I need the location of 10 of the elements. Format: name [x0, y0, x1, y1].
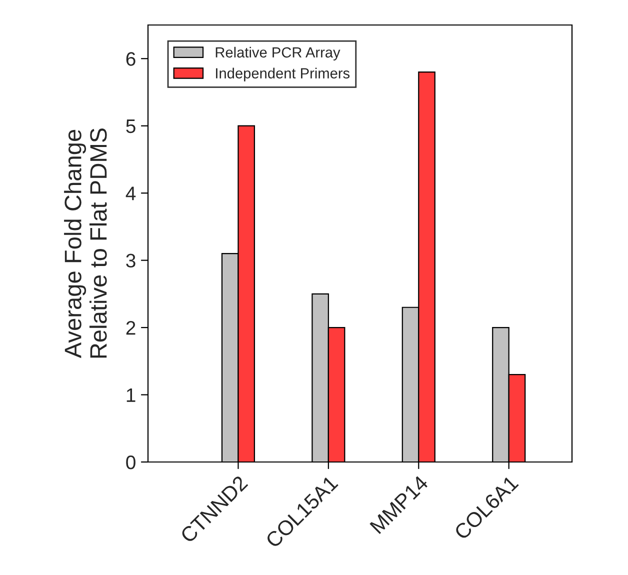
y-tick-label: 4	[126, 186, 136, 200]
y-tick-label: 2	[126, 321, 136, 335]
y-tick-label: 6	[126, 52, 136, 66]
y-tick-label: 5	[126, 120, 136, 134]
legend-label: Independent Primers	[216, 68, 350, 82]
legend-label: Relative PCR Array	[216, 46, 340, 60]
y-tick-label: 3	[126, 254, 136, 268]
y-tick-label: 1	[126, 388, 136, 402]
y-tick-label: 0	[126, 455, 136, 470]
y-axis-title: Average Fold Change Relative to Flat PDMS	[64, 128, 107, 358]
